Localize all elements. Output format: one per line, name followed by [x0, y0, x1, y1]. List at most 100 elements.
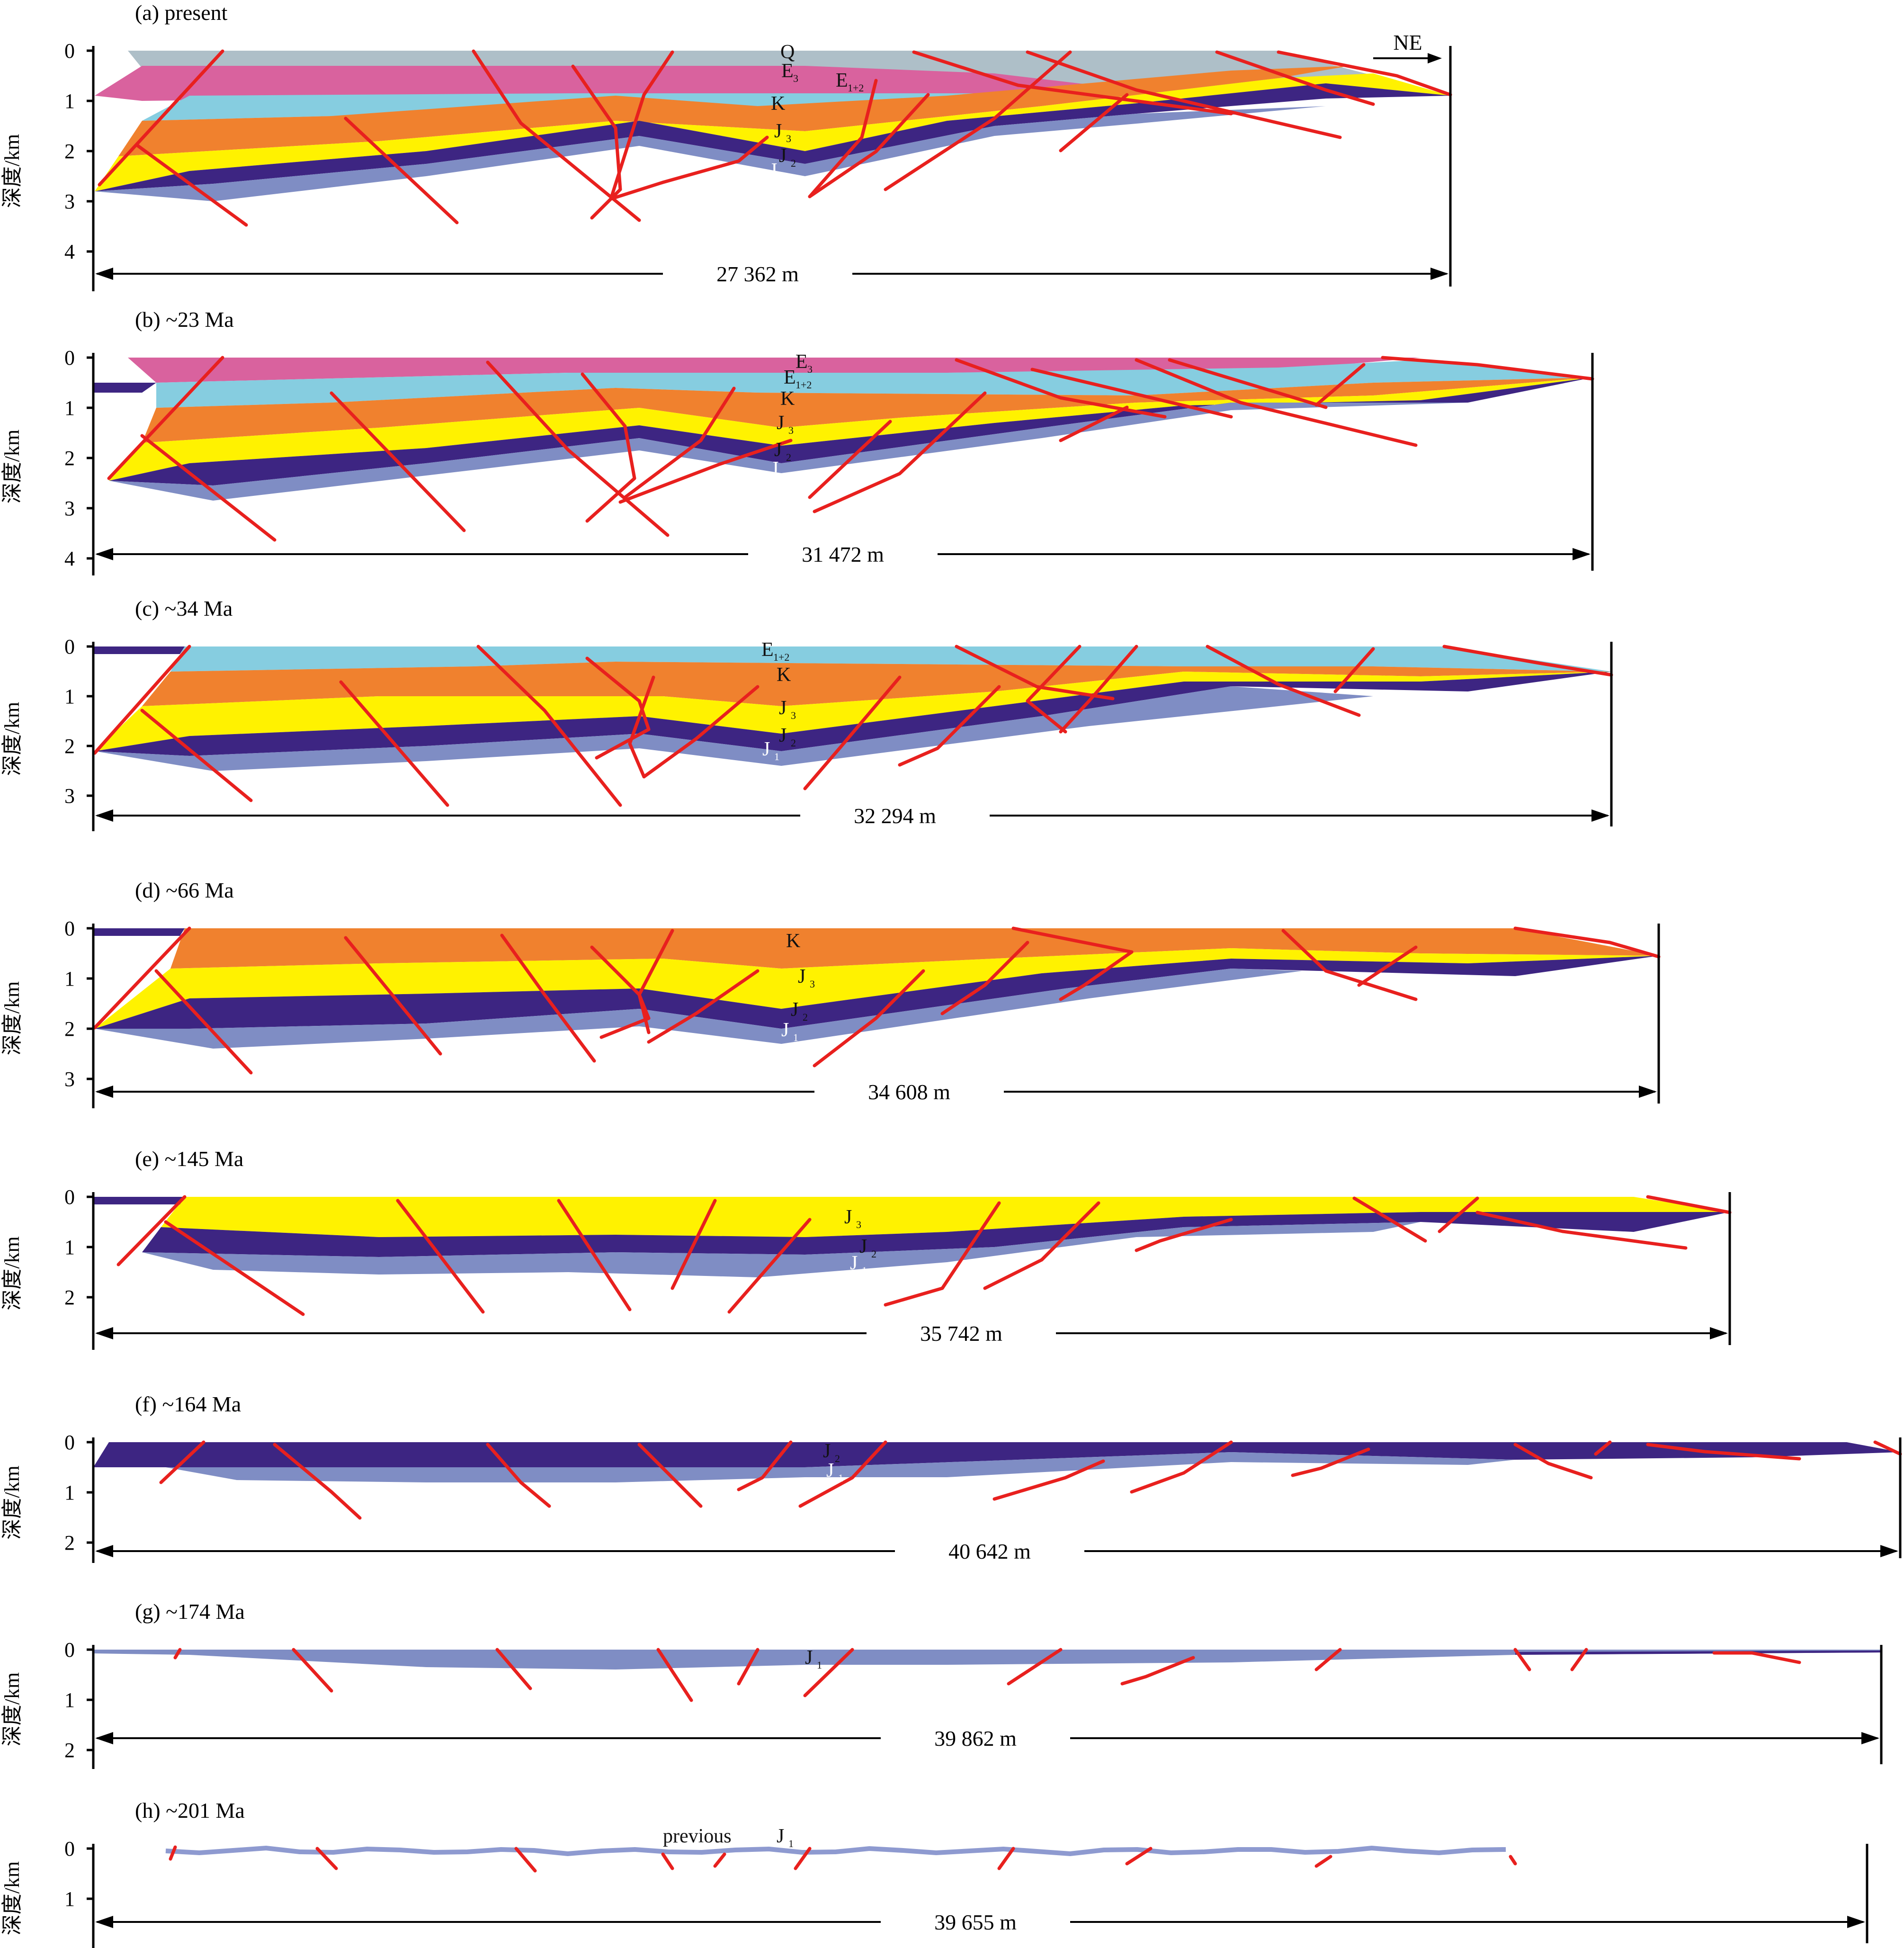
unit-J2 [93, 1442, 1900, 1467]
fault-line [1712, 1651, 1801, 1664]
depth-tick-label: 1 [64, 396, 75, 420]
fault-line [1206, 645, 1361, 717]
fault-line [808, 420, 892, 499]
fault-line [628, 675, 655, 779]
unit-label-base: J [777, 412, 784, 434]
unit-label-subscript: 3 [786, 133, 791, 144]
y-axis-label: 深度/km [0, 1465, 24, 1539]
fault-line [500, 934, 596, 1063]
unit-label-base: J [791, 999, 798, 1021]
unit-label-base: J [798, 966, 805, 987]
unit-label-subscript: 3 [788, 424, 794, 436]
depth-tick-label: 1 [64, 1481, 75, 1504]
y-axis-label: 深度/km [0, 430, 24, 503]
unit-label-subscript: 2 [803, 1011, 808, 1023]
panel-title: (h) ~201 Ma [135, 1798, 245, 1822]
fault-line [727, 1218, 812, 1314]
y-axis-label: 深度/km [0, 981, 24, 1055]
depth-tick-label: 2 [64, 735, 75, 758]
fault-line [1352, 1196, 1427, 1243]
fault-line [1333, 647, 1375, 693]
fault-line [940, 941, 1029, 1015]
unit-E1+2 [156, 360, 1592, 408]
fault-line [154, 969, 253, 1075]
panel-title: (d) ~66 Ma [135, 878, 234, 902]
depth-tick-label: 0 [64, 635, 75, 658]
fault-line [292, 1648, 333, 1693]
depth-tick-label: 0 [64, 917, 75, 940]
fault-line [396, 1199, 485, 1314]
cross-section [93, 358, 1592, 501]
fault-line [173, 1648, 182, 1660]
depth-tick-label: 0 [64, 1185, 75, 1209]
unit-label-subscript: 1 [862, 1265, 867, 1276]
unit-label-subscript: 1+2 [773, 651, 789, 663]
section-width-label: 31 472 m [802, 542, 884, 566]
fault-line [637, 929, 674, 1034]
unit-label-base: J [844, 1206, 852, 1228]
unit-label-subscript: 1 [788, 1838, 794, 1849]
unit-J3 [95, 672, 1611, 751]
fault-line [637, 1443, 703, 1508]
unit-label-subscript: 1 [793, 1032, 798, 1043]
dimension-arrow-right-icon [1591, 809, 1609, 822]
unit-label-base: K [786, 930, 800, 952]
fault-line [1130, 1440, 1233, 1494]
fault-line [107, 356, 224, 480]
unit-label-subscript: 1 [817, 1659, 822, 1671]
fault-line [813, 391, 987, 513]
dimension-arrow-right-icon [1573, 548, 1591, 560]
unit-label-base: J [826, 1460, 834, 1481]
fault-line [1135, 1218, 1233, 1252]
unit-label-base: Q [780, 41, 795, 63]
unit-J3 [109, 377, 1592, 481]
fault-line [1291, 1447, 1370, 1477]
unit-label-E1+2: E 1+2 [784, 367, 812, 391]
fault-line [1314, 363, 1366, 407]
fault-line [647, 969, 760, 1044]
panel-title: (e) ~145 Ma [135, 1147, 243, 1171]
fault-line [808, 93, 930, 198]
fault-line [898, 685, 1001, 767]
fault-line [1646, 1195, 1732, 1214]
depth-tick-label: 1 [64, 685, 75, 708]
unit-label-subscript: 1 [781, 172, 787, 184]
depth-tick-label: 1 [64, 1887, 75, 1911]
unit-J3 [95, 73, 1450, 191]
fault-line [1168, 358, 1328, 409]
section-width-label: 27 362 m [716, 262, 799, 286]
depth-tick-label: 4 [64, 547, 75, 570]
fault-line [140, 434, 277, 542]
unit-K [170, 928, 1659, 969]
unit-label-K: K [777, 664, 791, 686]
unit-label-base: J [850, 1252, 858, 1274]
unit-label-K: K [771, 93, 785, 115]
unit-J2 [95, 956, 1659, 1029]
unit-label-base: J [859, 1236, 867, 1257]
depth-tick-label: 3 [64, 784, 75, 808]
unit-label-subscript: 2 [835, 1453, 840, 1464]
fault-line [164, 1220, 305, 1316]
unit-label-K: K [786, 930, 800, 952]
section-width-label: 40 642 m [948, 1539, 1031, 1563]
fault-line [495, 1648, 532, 1690]
unit-J2 [142, 1212, 1730, 1257]
fault-line [737, 1440, 793, 1491]
unit-J3 [161, 1197, 1730, 1237]
unit-label-base: J [774, 120, 782, 142]
unit-label-base: J [777, 1825, 784, 1847]
section-width-label: 32 294 m [854, 804, 936, 828]
y-axis-label: 深度/km [0, 1236, 24, 1310]
unit-label-base: K [780, 388, 795, 410]
fault-line [93, 926, 191, 1030]
panel-title: (a) present [135, 0, 228, 25]
fault-line [794, 1847, 812, 1870]
